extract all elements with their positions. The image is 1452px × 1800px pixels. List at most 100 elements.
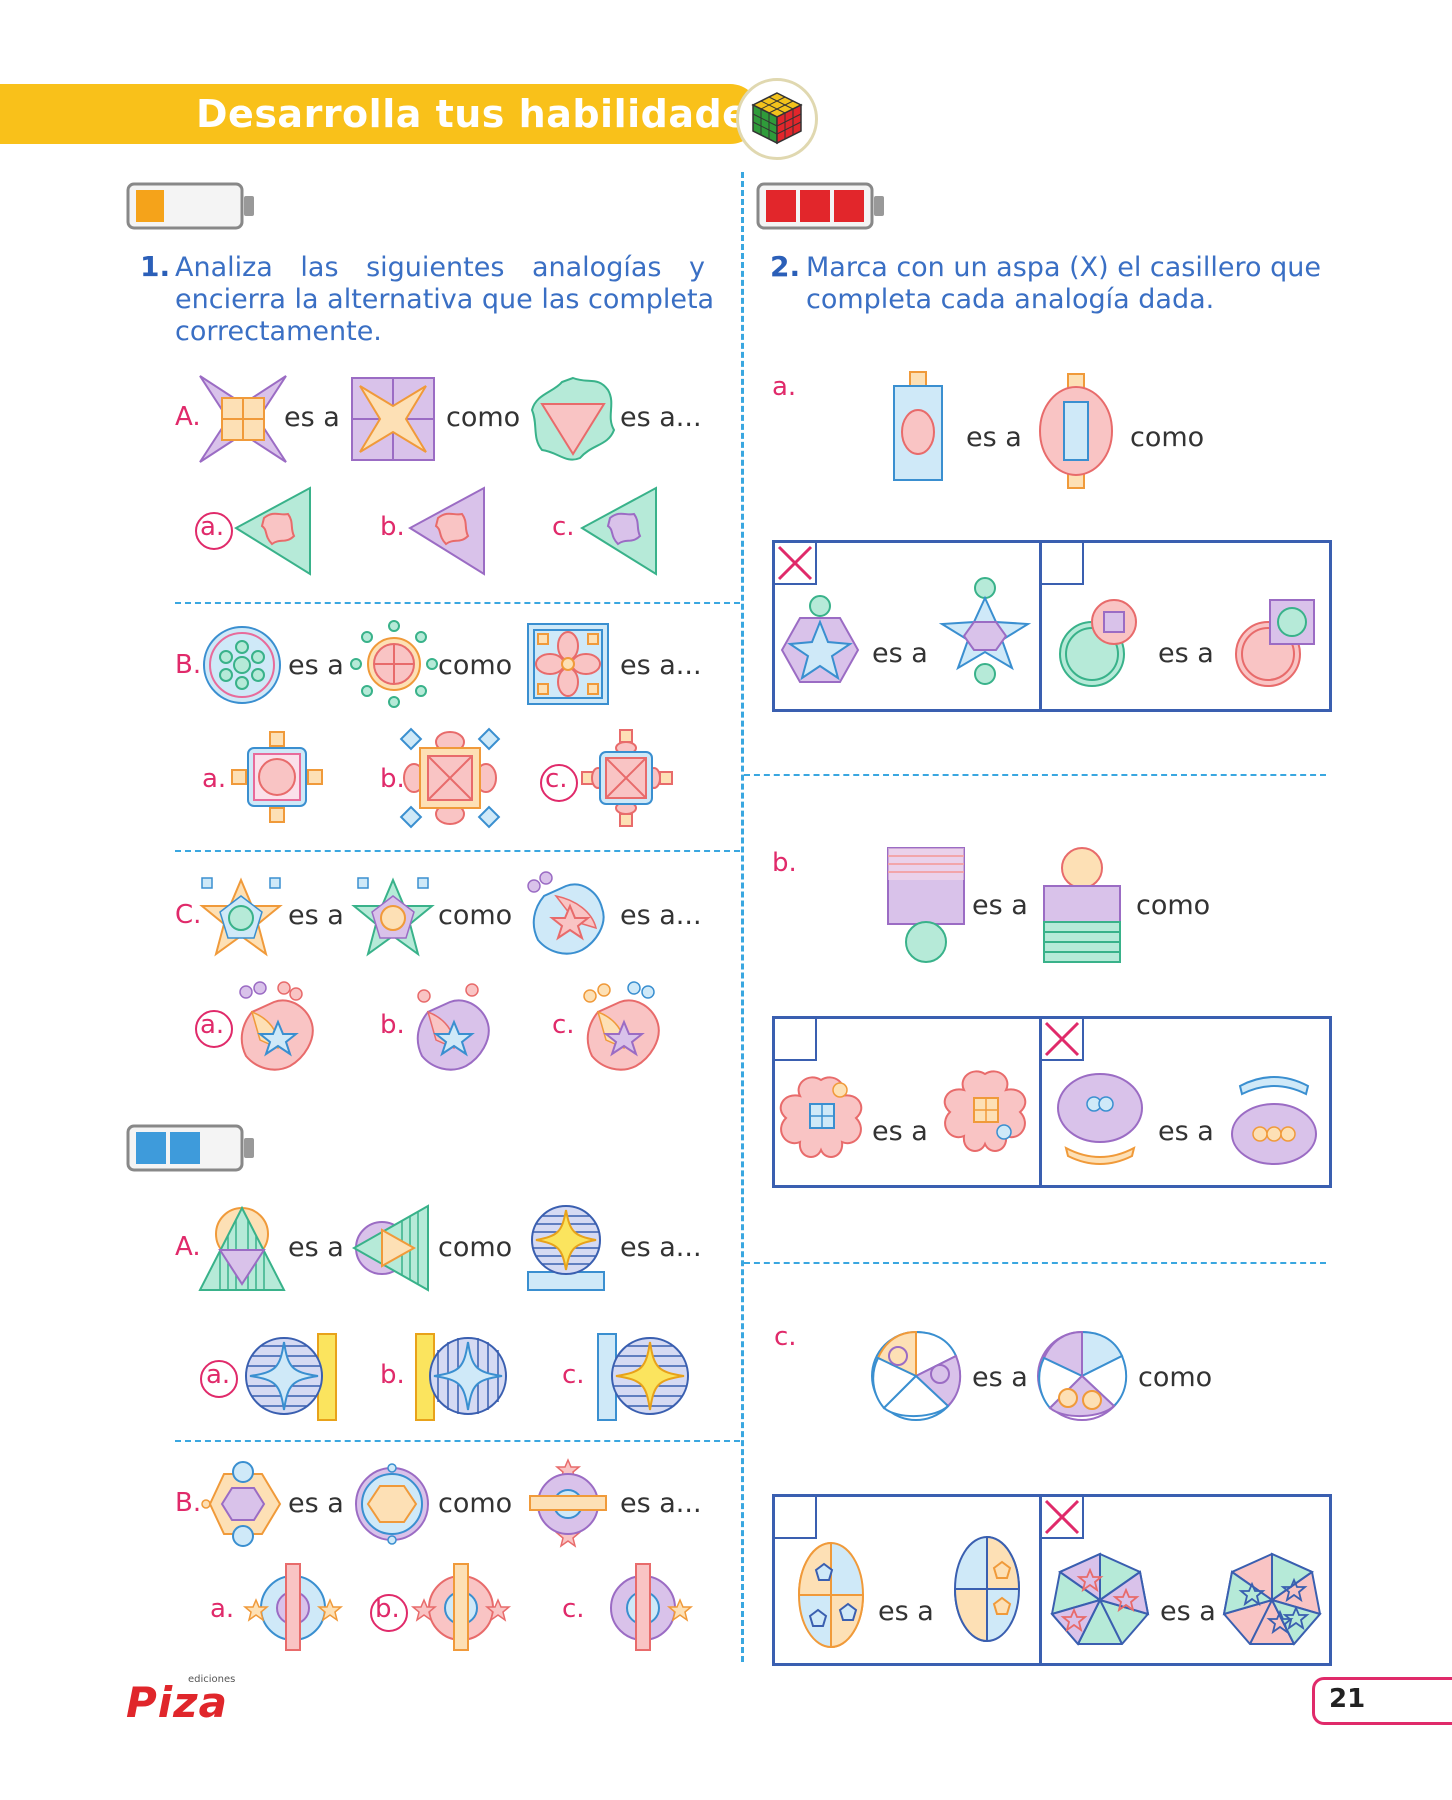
triangle-circle-icon	[198, 1205, 286, 1291]
swirl-option-a-icon[interactable]	[234, 981, 318, 1078]
rotated-triangle-icon	[351, 1204, 429, 1292]
heptagon-stars-2-icon	[1222, 1552, 1322, 1646]
q1-row-b-option-c[interactable]: c.	[545, 764, 568, 794]
q1-row-a-text-2: como	[446, 402, 521, 433]
question-1-line-1: Analiza las siguientes analogías y	[175, 252, 705, 283]
q1b-row-a-option-a-circle	[200, 1360, 238, 1398]
q1-row-b-option-a[interactable]: a.	[202, 764, 227, 794]
question-1-line-2: encierra la alternativa que las completa	[175, 284, 715, 315]
q1-row-a-label: A.	[175, 402, 201, 432]
circle-striped-rect-icon	[1043, 847, 1121, 963]
q2-row-c-checkbox-1[interactable]	[775, 1497, 817, 1539]
triangle-option-a-icon[interactable]	[234, 486, 314, 576]
oval-arc-2-icon	[1231, 1076, 1317, 1165]
swirl-option-b-icon[interactable]	[410, 982, 494, 1078]
row-divider	[744, 1262, 1326, 1264]
square-with-star-icon	[351, 377, 435, 461]
four-point-star-icon	[199, 375, 287, 463]
striped-circle-option-b-icon[interactable]	[414, 1332, 510, 1422]
q1-row-b-option-c-circle	[540, 764, 578, 802]
page-title: Desarrolla tus habilidades	[196, 92, 772, 136]
q2-row-a-box-1-text: es a	[872, 638, 928, 669]
publisher-logo: Piza	[126, 1678, 228, 1727]
ring-option-c-icon[interactable]	[596, 1562, 694, 1652]
q1b-row-b-text-3: es a...	[620, 1488, 702, 1519]
box-divider	[1039, 1016, 1042, 1185]
circle-flower-icon	[203, 626, 281, 704]
q1-row-b-option-b[interactable]: b.	[380, 764, 405, 794]
q1-row-a-text-3: es a...	[620, 402, 702, 433]
striped-circle-star-icon	[527, 1205, 605, 1291]
square-cross-option-c-icon[interactable]	[580, 728, 674, 828]
star-pentagon-2-icon	[351, 877, 435, 957]
q2-row-c-box-1-text: es a	[878, 1596, 934, 1627]
hexagon-star-icon	[780, 595, 860, 683]
q1-row-c-text-2: como	[438, 900, 513, 931]
q2-row-a-checkbox-1[interactable]	[775, 543, 817, 585]
heart-wheel-2-icon	[1037, 1330, 1128, 1421]
x-mark-icon	[1044, 1499, 1080, 1535]
circles-square-icon	[1059, 599, 1137, 687]
split-oval-icon	[797, 1541, 865, 1649]
q1-row-c-option-c[interactable]: c.	[552, 1010, 575, 1040]
striped-circle-option-c-icon[interactable]	[596, 1332, 692, 1422]
q1b-row-a-label: A.	[175, 1232, 201, 1262]
heptagon-stars-icon	[1050, 1552, 1150, 1646]
q1b-row-b-option-c[interactable]: c.	[562, 1594, 585, 1624]
q1-row-c-option-a[interactable]: a.	[200, 1010, 225, 1040]
box-divider	[1039, 1494, 1042, 1663]
x-mark-icon	[1044, 1021, 1080, 1057]
q1b-row-a-option-a[interactable]: a.	[206, 1360, 231, 1390]
question-2-line-2: completa cada analogía dada.	[806, 284, 1215, 315]
triangle-option-c-icon[interactable]	[580, 486, 660, 576]
q1b-row-b-option-b-circle	[370, 1594, 408, 1632]
star-hexagon-icon	[938, 577, 1032, 685]
q2-row-a-answer-box	[772, 540, 1332, 712]
q1b-row-b-option-b[interactable]: b.	[375, 1594, 400, 1624]
q2-row-a-text-1: es a	[966, 422, 1022, 453]
swirl-option-c-icon[interactable]	[580, 981, 664, 1078]
square-diamond-option-b-icon[interactable]	[399, 727, 501, 829]
q1b-row-a-text-1: es a	[288, 1232, 344, 1263]
square-circles-icon	[1235, 599, 1315, 687]
q1-row-a-option-a[interactable]: a.	[200, 512, 225, 542]
striped-circle-option-a-icon[interactable]	[242, 1332, 338, 1422]
q1b-row-a-option-c[interactable]: c.	[562, 1360, 585, 1390]
x-mark-icon	[777, 545, 813, 581]
row-divider	[175, 1440, 740, 1442]
page-number-badge: 21	[1312, 1677, 1452, 1725]
q1b-row-a-option-b[interactable]: b.	[380, 1360, 405, 1390]
flower-square-2-icon	[943, 1070, 1027, 1152]
q2-row-c-checkbox-2[interactable]	[1042, 1497, 1084, 1539]
question-1-line-3: correctamente.	[175, 316, 382, 347]
q1-row-b-text-2: como	[438, 650, 513, 681]
ring-option-a-icon[interactable]	[242, 1562, 344, 1652]
star-pentagon-icon	[199, 877, 283, 957]
q1b-row-b-option-a[interactable]: a.	[210, 1594, 235, 1624]
q2-row-a-text-2: como	[1130, 422, 1205, 453]
q2-row-b-answer-box	[772, 1016, 1332, 1188]
box-divider	[1039, 540, 1042, 709]
square-cross-option-a-icon[interactable]	[230, 730, 324, 824]
sun-wheel-icon	[350, 620, 438, 708]
battery-low-icon	[126, 182, 254, 230]
q2-row-a-box-2-text: es a	[1158, 638, 1214, 669]
q1-row-a-option-c[interactable]: c.	[552, 512, 575, 542]
ring-option-b-icon[interactable]	[410, 1562, 512, 1652]
q2-row-b-text-2: como	[1136, 890, 1211, 921]
ring-bar-stars-icon	[529, 1458, 607, 1548]
q1-row-a-option-b[interactable]: b.	[380, 512, 405, 542]
q2-row-b-checkbox-2[interactable]	[1042, 1019, 1084, 1061]
q2-row-c-label: c.	[774, 1322, 797, 1352]
q1-row-c-option-b[interactable]: b.	[380, 1010, 405, 1040]
rubik-cube-icon	[736, 78, 818, 160]
triangle-option-b-icon[interactable]	[408, 486, 488, 576]
q1-row-c-text-1: es a	[288, 900, 344, 931]
q2-row-a-checkbox-2[interactable]	[1042, 543, 1084, 585]
q2-row-a-label: a.	[772, 372, 797, 402]
hexagon-circles-icon	[201, 1461, 282, 1547]
question-1-number: 1.	[140, 250, 171, 283]
q2-row-c-box-2-text: es a	[1160, 1596, 1216, 1627]
q2-row-b-checkbox-1[interactable]	[775, 1019, 817, 1061]
q1-row-a-text-1: es a	[284, 402, 340, 433]
